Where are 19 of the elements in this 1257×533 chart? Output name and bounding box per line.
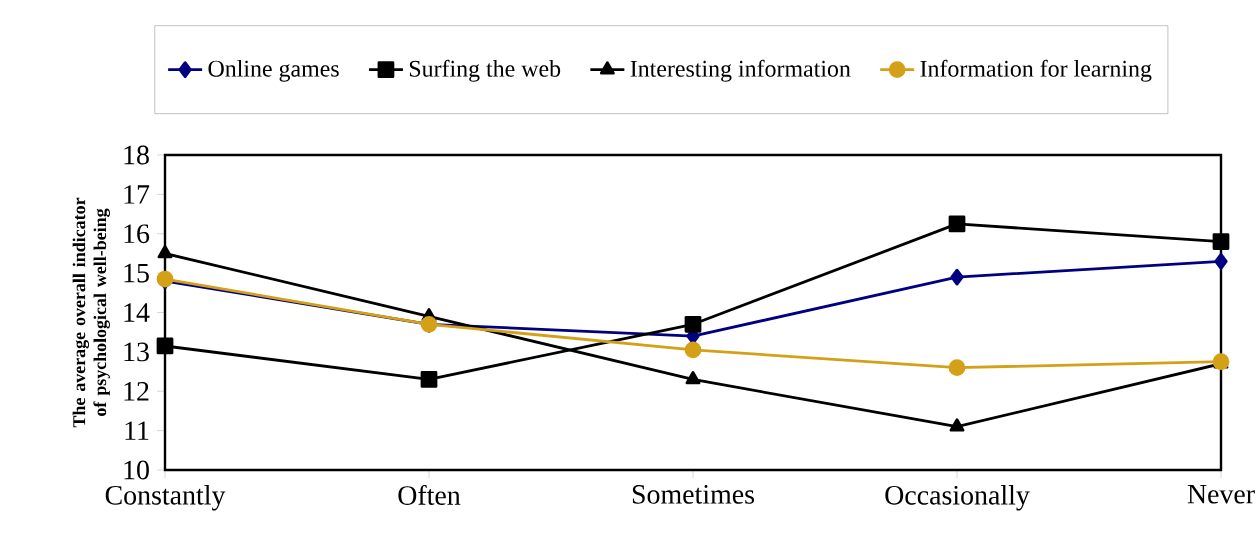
y-tick-label: 14: [124, 303, 150, 322]
x-tick-label: Constantly: [105, 485, 226, 511]
legend-label: Surfing the web: [409, 59, 561, 82]
x-tick-label: Occasionally: [885, 485, 1030, 511]
y-tick-label: 10: [124, 460, 149, 480]
y-axis-title: The average overall indicator of psychological well-being: [72, 197, 110, 428]
legend-label: Information for learning: [920, 59, 1152, 82]
legend-label: Interesting information: [630, 59, 851, 82]
y-tick-label: 11: [125, 421, 149, 440]
legend-label: Online games: [208, 59, 339, 82]
x-tick-label: Never: [1187, 485, 1255, 504]
x-tick-label: Often: [398, 485, 461, 505]
y-tick-label: 16: [124, 224, 150, 244]
y-tick-label: 13: [124, 342, 149, 362]
y-tick-label: 18: [124, 145, 149, 165]
y-tick-label: 12: [124, 382, 149, 401]
x-tick-label: Sometimes: [632, 485, 754, 504]
y-tick-label: 17: [124, 185, 150, 204]
y-tick-label: 15: [124, 263, 149, 283]
